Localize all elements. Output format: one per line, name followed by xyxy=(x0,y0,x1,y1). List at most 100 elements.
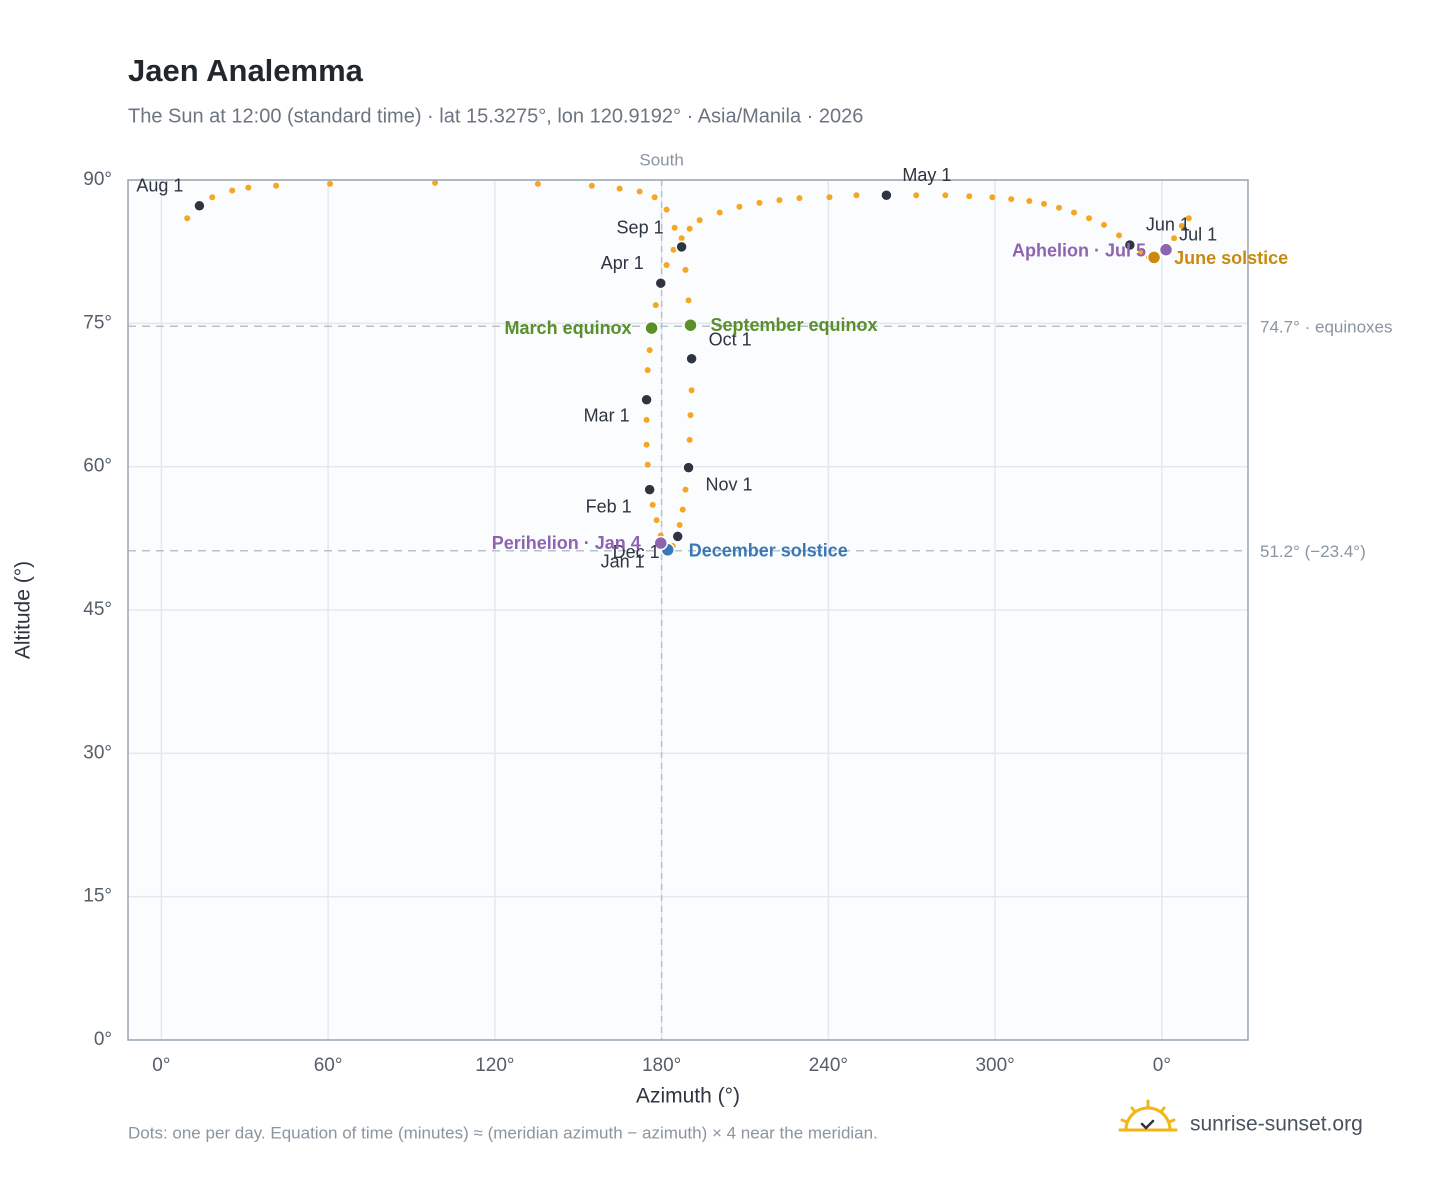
date-marker xyxy=(643,483,656,496)
brand-logo xyxy=(1118,1099,1178,1132)
day-dot xyxy=(716,209,723,216)
day-dot xyxy=(682,486,689,493)
reference-label: 74.7° · equinoxes xyxy=(1260,318,1393,337)
day-dot xyxy=(1138,249,1145,256)
day-dot xyxy=(245,184,252,191)
day-dot xyxy=(1101,221,1108,228)
footnote: Dots: one per day. Equation of time (min… xyxy=(128,1123,878,1142)
x-tick-label: 180° xyxy=(642,1055,681,1076)
day-dot xyxy=(687,412,694,419)
date-label: Mar 1 xyxy=(584,406,630,426)
date-label: May 1 xyxy=(902,165,951,185)
day-dot xyxy=(644,461,651,468)
chart-subtitle: The Sun at 12:00 (standard time) · lat 1… xyxy=(128,105,863,127)
date-marker xyxy=(682,461,695,474)
day-dot xyxy=(229,187,236,194)
plot-layer xyxy=(128,179,1248,1041)
brand-name: sunrise-sunset.org xyxy=(1190,1113,1363,1136)
date-marker xyxy=(671,530,684,543)
day-dot xyxy=(670,246,677,253)
day-dot xyxy=(653,517,660,524)
event-marker xyxy=(653,535,669,551)
chart-title: Jaen Analemma xyxy=(128,53,364,88)
y-tick-label: 90° xyxy=(83,169,112,190)
day-dot xyxy=(184,215,191,222)
day-dot xyxy=(651,194,658,201)
event-marker xyxy=(644,320,659,336)
y-tick-label: 45° xyxy=(83,599,112,620)
day-dot xyxy=(676,521,683,528)
day-dot xyxy=(685,297,692,304)
day-dot xyxy=(649,501,656,508)
event-label: Aphelion · Jul 5 xyxy=(1012,241,1146,261)
day-dot xyxy=(1008,196,1015,203)
day-dot xyxy=(643,416,650,423)
reference-label: 51.2° (−23.4°) xyxy=(1260,542,1366,561)
day-dot xyxy=(636,188,643,195)
day-dot xyxy=(1185,215,1192,222)
day-dot xyxy=(736,203,743,210)
date-marker xyxy=(685,352,698,365)
date-marker xyxy=(654,276,668,290)
day-dot xyxy=(671,224,678,231)
event-label: September equinox xyxy=(711,315,878,335)
date-marker xyxy=(880,189,893,202)
date-marker xyxy=(640,393,653,407)
x-tick-label: 120° xyxy=(475,1055,514,1076)
event-label: Perihelion · Jan 4 xyxy=(492,533,641,553)
x-tick-label: 240° xyxy=(809,1055,848,1076)
day-dot xyxy=(1071,209,1078,216)
x-tick-label: 0° xyxy=(1153,1055,1171,1076)
date-marker xyxy=(675,240,688,254)
day-dot xyxy=(682,266,689,273)
day-dot xyxy=(663,262,670,269)
y-tick-label: 0° xyxy=(94,1029,112,1050)
y-tick-label: 60° xyxy=(83,456,112,477)
date-label: Feb 1 xyxy=(586,496,632,516)
date-label: Sep 1 xyxy=(617,218,664,238)
day-dot xyxy=(1171,235,1178,242)
day-dot xyxy=(942,192,949,199)
x-axis-label: Azimuth (°) xyxy=(636,1085,740,1108)
event-label: December solstice xyxy=(689,541,848,561)
date-label: Nov 1 xyxy=(706,474,753,494)
event-marker xyxy=(683,317,698,333)
day-dot xyxy=(1178,222,1185,229)
day-dot xyxy=(1116,232,1123,239)
y-tick-label: 15° xyxy=(83,886,112,907)
y-axis-label: Altitude (°) xyxy=(12,561,35,659)
day-dot xyxy=(646,347,653,354)
y-tick-label: 75° xyxy=(83,312,112,333)
day-dot xyxy=(913,192,920,199)
x-tick-label: 0° xyxy=(152,1055,170,1076)
day-dot xyxy=(686,436,693,443)
day-dot xyxy=(1041,200,1048,207)
date-label: Jul 1 xyxy=(1179,224,1217,244)
day-dot xyxy=(776,197,783,204)
day-dot xyxy=(796,195,803,202)
date-label: Oct 1 xyxy=(709,329,752,349)
date-label: Apr 1 xyxy=(601,253,644,273)
day-dot xyxy=(826,194,833,201)
event-label: March equinox xyxy=(505,318,632,338)
x-tick-label: 300° xyxy=(975,1055,1014,1076)
day-dot xyxy=(652,302,659,309)
event-marker xyxy=(1158,242,1174,258)
day-dot xyxy=(643,441,650,448)
day-dot xyxy=(966,193,973,200)
day-dot xyxy=(1026,198,1033,205)
day-dot xyxy=(696,217,703,224)
date-label: Jan 1 xyxy=(601,552,645,572)
day-dot xyxy=(432,179,439,186)
plot-border xyxy=(127,179,1249,1041)
meridian-label: South xyxy=(639,150,683,169)
day-dot xyxy=(588,182,595,189)
event-label: June solstice xyxy=(1174,248,1288,268)
day-dot xyxy=(678,235,685,242)
day-dot xyxy=(756,199,763,206)
y-tick-label: 30° xyxy=(83,742,112,763)
day-dot xyxy=(686,225,693,232)
day-dot xyxy=(273,182,280,189)
